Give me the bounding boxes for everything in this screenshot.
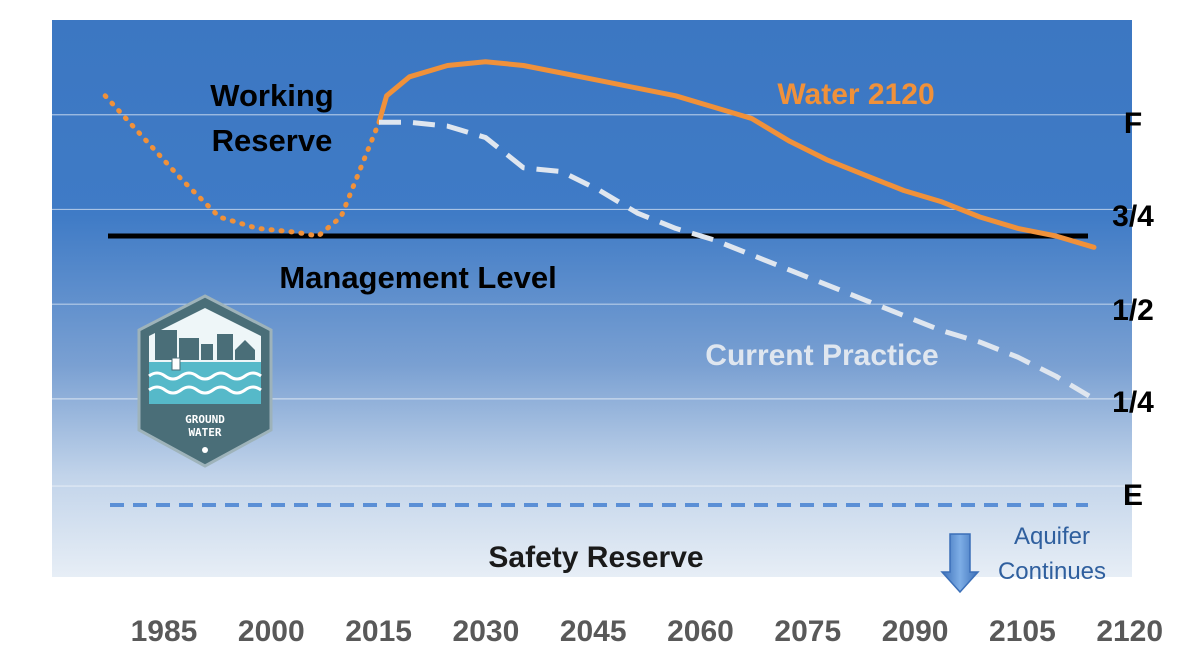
- plot-area: [52, 20, 1132, 577]
- y-tick-label-2: 1/2: [1112, 294, 1154, 327]
- x-tick-label-2060: 2060: [667, 615, 734, 648]
- aquifer-continues-line-1: Aquifer: [1014, 523, 1090, 550]
- x-tick-label-2000: 2000: [238, 615, 305, 648]
- x-tick-label-2045: 2045: [560, 615, 627, 648]
- x-tick-label-2105: 2105: [989, 615, 1056, 648]
- x-tick-label-2030: 2030: [453, 615, 520, 648]
- y-tick-label-3: 3/4: [1112, 200, 1154, 233]
- y-axis-ticks: E 1/4 1/2 3/4 F: [1112, 107, 1154, 512]
- down-arrow-icon: [940, 533, 980, 594]
- x-tick-label-2120: 2120: [1096, 615, 1163, 648]
- logo-text-line-1: GROUND: [185, 413, 225, 426]
- aquifer-continues-line-2: Continues: [998, 558, 1106, 585]
- current-practice-label: Current Practice: [705, 339, 938, 372]
- water-2120-label: Water 2120: [777, 78, 934, 111]
- drop-icon: [202, 447, 208, 453]
- y-tick-label-0: E: [1123, 479, 1143, 512]
- x-tick-label-2075: 2075: [774, 615, 841, 648]
- x-tick-label-2015: 2015: [345, 615, 412, 648]
- series-current-practice: [379, 119, 1096, 402]
- x-axis-ticks: 1985 2000 2015 2030 2045 2060 2075 2090 2105 2120: [131, 615, 1163, 648]
- reference-lines: [108, 233, 1088, 508]
- series-water-2120: [376, 59, 1097, 250]
- y-tick-label-1: 1/4: [1112, 386, 1154, 419]
- working-reserve-line-2: Reserve: [212, 123, 333, 158]
- series-layer: [102, 59, 1097, 402]
- y-tick-label-4: F: [1124, 107, 1142, 140]
- working-reserve-line-1: Working: [210, 78, 333, 113]
- safety-reserve-label: Safety Reserve: [488, 541, 703, 574]
- x-tick-label-2090: 2090: [882, 615, 949, 648]
- x-tick-label-1985: 1985: [131, 615, 198, 648]
- logo-text-line-2: WATER: [188, 426, 221, 439]
- well-icon: [171, 357, 181, 371]
- building-icon: [155, 330, 255, 360]
- groundwater-logo: GROUND WATER: [137, 294, 273, 468]
- management-level-label: Management Level: [279, 260, 556, 295]
